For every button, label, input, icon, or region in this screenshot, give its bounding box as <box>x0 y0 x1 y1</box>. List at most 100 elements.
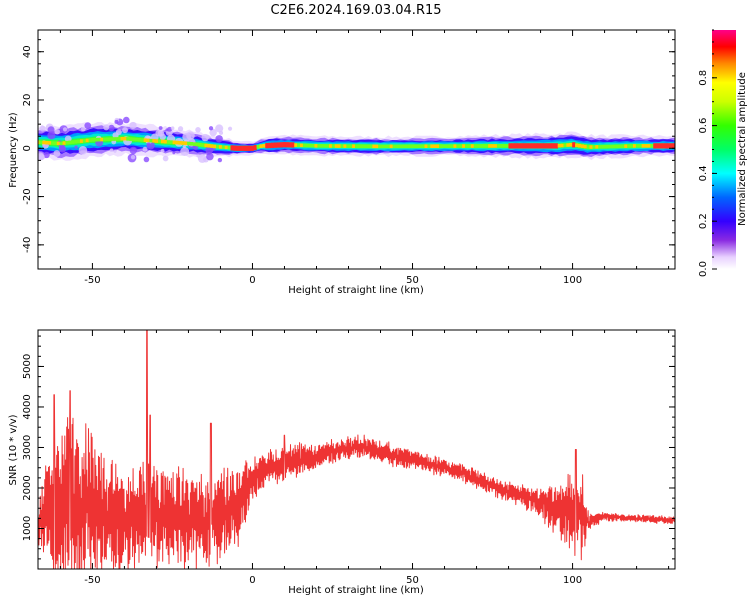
spectrogram-ridge-cell <box>473 144 477 148</box>
spectrogram-ridge-cell <box>505 144 509 148</box>
spectrogram-ridge-cell <box>161 139 165 144</box>
colorbar-tick-label: 0.6 <box>698 118 709 134</box>
spectrogram-ridge-cell <box>105 137 110 142</box>
spectrogram-ytick-label: -20 <box>22 188 33 204</box>
spectrogram-ridge-cell <box>45 140 49 145</box>
spectrogram-ridge-cell <box>537 143 541 149</box>
spectrogram-speck <box>215 124 224 133</box>
spectrogram-ridge-cell <box>641 144 645 148</box>
spectrogram-speck <box>62 127 68 132</box>
spectrogram-ridge-cell <box>627 144 631 148</box>
colorbar: 0.0 0.2 0.4 0.6 0.8 Normalized spectral ampl… <box>698 29 748 277</box>
spectrogram-ridge-cell <box>68 140 72 145</box>
spectrogram-ridge-cell <box>355 144 359 148</box>
spectrogram-ridge-cell <box>175 140 179 145</box>
spectrogram-ridge-cell <box>273 142 278 148</box>
spectrogram-ridge-cell <box>615 144 619 149</box>
spectrogram-speck <box>122 127 129 134</box>
spectrogram-ridge-cell <box>670 143 674 149</box>
spectrogram-ridge-cell <box>491 144 495 148</box>
spectrogram-speck <box>84 122 92 129</box>
spectrogram-ridge-cell <box>123 136 127 141</box>
spectrogram-ylabel: Frequency (Hz) <box>8 112 19 188</box>
spectrogram-speck <box>186 131 195 140</box>
spectrogram-ridge-cell <box>598 144 602 149</box>
spectrogram-ridge-cell <box>632 144 637 148</box>
spectrogram-speck <box>215 135 223 143</box>
spectrogram-ridge-cell <box>244 145 249 151</box>
spectrogram-ridge-cell <box>328 144 333 148</box>
spectrogram-ridge-cell <box>97 137 101 142</box>
spectrogram-ridge-cell <box>508 143 512 149</box>
spectrogram-speck <box>47 126 55 134</box>
spectrogram-ridge-cell <box>383 144 388 149</box>
spectrogram-speck <box>58 145 67 153</box>
spectrogram-ridge-cell <box>410 144 414 149</box>
spectrogram-ridge-cell <box>572 142 576 148</box>
snr-xtick-label: 50 <box>406 575 419 586</box>
spectrogram-ridge-cell <box>343 144 347 148</box>
spectrogram-ridge-cell <box>601 144 605 149</box>
spectrogram-ridge-cell <box>305 143 309 148</box>
spectrogram-ridge-cell <box>247 145 252 151</box>
spectrogram-speck <box>170 126 175 131</box>
spectrogram-ridge-cell <box>418 144 422 149</box>
colorbar-label: Normalized spectral amplitude <box>737 72 748 226</box>
spectrogram-ridge-cell <box>653 143 657 149</box>
spectrogram-ridge-cell <box>195 142 199 147</box>
spectrogram-ridge-cell <box>253 144 257 151</box>
spectrogram-ridge-cell <box>213 144 217 149</box>
spectrogram-speck <box>108 124 115 132</box>
spectrogram-ridge-cell <box>447 144 451 148</box>
spectrogram-ridge-cell <box>630 144 634 148</box>
spectrogram-ridge-cell <box>357 144 362 149</box>
spectrogram-speck <box>205 146 214 154</box>
spectrogram-speck <box>143 156 150 163</box>
colorbar-tick-label: 0.8 <box>698 70 709 86</box>
spectrogram-speck <box>109 148 114 153</box>
spectrogram-ridge-cell <box>103 137 107 142</box>
spectrogram-ridge-cell <box>56 141 60 146</box>
snr-ylabel: SNR (10 * v/v) <box>8 414 19 485</box>
spectrogram-ticks: -50 0 50 100 40 20 0 -20 -40 <box>22 30 675 286</box>
spectrogram-ridge-cell <box>158 139 162 144</box>
spectrogram-ridge-cell <box>38 140 40 145</box>
spectrogram-ridge-cell <box>285 142 289 148</box>
spectrogram-ridge-cell <box>540 143 544 149</box>
spectrogram-ridge-cell <box>187 141 191 146</box>
spectrogram-ridge-cell <box>595 145 599 149</box>
spectrogram-ridge-cell <box>369 144 373 149</box>
spectrogram-speck <box>114 119 119 124</box>
spectrogram-speck <box>209 128 217 137</box>
spectrogram-ridge-cell <box>279 142 283 148</box>
spectrogram-ridge-cell <box>580 144 585 148</box>
spectrogram-speck <box>227 126 233 131</box>
spectrogram-ridge-cell <box>114 137 118 141</box>
snr-ytick-label: 4000 <box>22 394 33 419</box>
spectrogram-ridge-cell <box>534 143 538 149</box>
spectrogram-ridge-cell <box>146 138 150 143</box>
spectrogram-speck <box>180 147 190 156</box>
spectrogram-ridge-cell <box>65 140 69 145</box>
spectrogram-ridge-cell <box>271 142 275 148</box>
spectrogram-speck <box>197 154 207 163</box>
spectrogram-ridge-cell <box>528 143 532 149</box>
spectrogram-ridge-cell <box>485 144 489 148</box>
spectrogram-ridge-cell <box>126 137 130 141</box>
spectrogram-ridge-cell <box>543 143 547 149</box>
snr-ticks: -50 0 50 100 5000 4000 3000 2000 1000 <box>22 330 675 586</box>
spectrogram-ridge-cell <box>496 144 501 148</box>
spectrogram-ridge-cell <box>389 144 393 149</box>
spectrogram-ridge-cell <box>340 144 344 148</box>
spectrogram-ridge-cell <box>337 144 341 148</box>
spectrogram-ridge-cell <box>433 144 437 148</box>
snr-xtick-label: -50 <box>84 575 100 586</box>
spectrogram-ridge-cell <box>201 143 205 147</box>
spectrogram-ridge-cell <box>117 137 121 141</box>
spectrogram-ridge-cell <box>198 142 202 147</box>
spectrogram-ridge-cell <box>644 144 648 148</box>
spectrogram-ridge-cell <box>531 143 535 149</box>
spectrogram-ridge-cell <box>143 138 147 143</box>
spectrogram-ridge-cell <box>152 139 156 143</box>
spectrogram-ridge-cell <box>108 137 113 141</box>
